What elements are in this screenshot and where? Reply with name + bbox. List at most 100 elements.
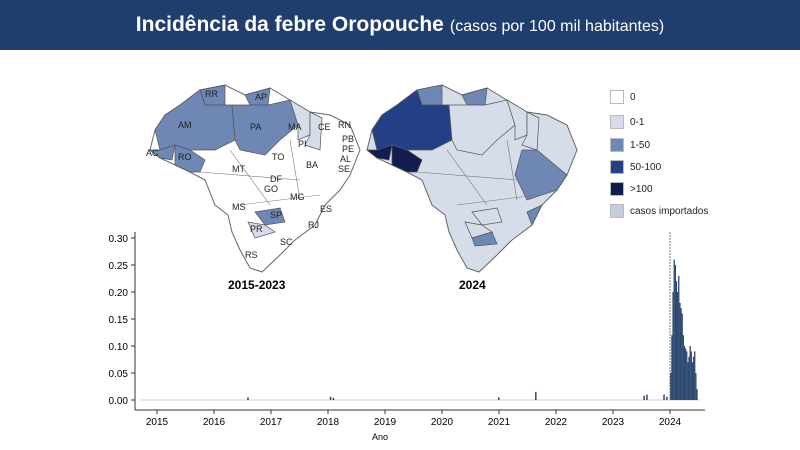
- state-label-MA: MA: [288, 122, 302, 132]
- y-tick-label: 0.15: [109, 315, 129, 326]
- state-border: [456, 194, 538, 206]
- y-tick-label: 0.05: [109, 369, 129, 380]
- state-label-GO: GO: [264, 184, 278, 194]
- state-label-MG: MG: [290, 192, 305, 202]
- x-tick-label: 2015: [146, 417, 169, 428]
- state-label-RO: RO: [178, 152, 192, 162]
- bar: [688, 356, 690, 400]
- bar: [694, 351, 696, 400]
- state-border: [239, 194, 321, 206]
- state-SP: [471, 207, 503, 226]
- state-PA: [448, 99, 516, 156]
- state-ES: [526, 204, 543, 226]
- state-label-SP: SP: [270, 210, 282, 220]
- legend-item: 0-1: [610, 115, 644, 129]
- x-tick-label: 2020: [431, 417, 454, 428]
- x-tick-label: 2022: [545, 417, 568, 428]
- x-tick-label: 2016: [203, 417, 226, 428]
- x-axis-label: Ano: [372, 432, 388, 442]
- state-label-RN: RN: [338, 120, 351, 130]
- state-label-AM: AM: [178, 120, 192, 130]
- bar: [689, 346, 691, 400]
- bar: [670, 373, 672, 400]
- title-bar: Incidência da febre Oropouche (casos por …: [0, 0, 800, 50]
- bar: [692, 356, 695, 400]
- legend-item: 50-100: [610, 160, 661, 174]
- state-border: [199, 171, 301, 181]
- bar: [686, 351, 688, 400]
- legend-item: >100: [610, 182, 653, 196]
- bar: [535, 391, 537, 400]
- bar: [646, 394, 648, 400]
- state-label-ES: ES: [320, 204, 332, 214]
- map-label-2015-2023: 2015-2023: [228, 278, 286, 292]
- x-tick-label: 2023: [602, 417, 625, 428]
- legend-item: 0: [610, 90, 636, 104]
- state-MA: [289, 99, 311, 141]
- state-label-PE: PE: [342, 144, 354, 154]
- state-border: [229, 149, 271, 206]
- state-AC: [366, 144, 393, 161]
- bar: [684, 348, 687, 400]
- state-border: [506, 139, 518, 201]
- bar: [680, 308, 682, 400]
- legend-item: casos importados: [610, 204, 708, 218]
- y-tick-label: 0.25: [109, 261, 129, 272]
- bar: [671, 335, 673, 400]
- state-label-CE: CE: [318, 122, 331, 132]
- state-AC: [149, 144, 176, 161]
- state-label-BA: BA: [306, 160, 318, 170]
- map-2015-2023: [149, 84, 361, 273]
- state-label-MS: MS: [232, 202, 246, 212]
- state-label-RS: RS: [245, 250, 258, 260]
- state-label-PA: PA: [250, 122, 261, 132]
- state-label-SC: SC: [280, 237, 293, 247]
- x-tick-label: 2021: [488, 417, 511, 428]
- x-tick-label: 2019: [374, 417, 397, 428]
- state-label-MT: MT: [232, 164, 245, 174]
- x-tick-label: 2017: [260, 417, 283, 428]
- bar: [676, 292, 679, 400]
- state-label-PB: PB: [342, 134, 354, 144]
- bar: [695, 373, 697, 400]
- bar: [247, 397, 249, 400]
- state-MA: [506, 99, 528, 141]
- state-SC: [471, 231, 498, 247]
- state-label-TO: TO: [272, 152, 284, 162]
- state-border: [289, 139, 301, 201]
- state-label-PR: PR: [250, 224, 263, 234]
- bar: [679, 302, 681, 400]
- bar: [675, 281, 678, 400]
- bar: [683, 346, 686, 400]
- state-SP: [254, 207, 286, 226]
- bar: [643, 395, 645, 400]
- state-AP: [461, 87, 488, 106]
- x-tick-label: 2024: [659, 417, 682, 428]
- map-label-2024: 2024: [459, 278, 486, 292]
- bar: [687, 362, 689, 400]
- y-tick-label: 0.30: [109, 234, 129, 245]
- state-border: [446, 149, 488, 206]
- bar: [674, 265, 676, 400]
- state-label-AP: AP: [255, 92, 267, 102]
- bar: [329, 396, 332, 400]
- y-tick-label: 0.00: [109, 396, 129, 407]
- bar: [678, 275, 680, 400]
- y-tick-label: 0.10: [109, 342, 129, 353]
- y-tick-label: 0.20: [109, 288, 129, 299]
- state-BA: [514, 149, 568, 201]
- bar: [690, 351, 692, 400]
- bar: [666, 396, 668, 400]
- state-PI: [521, 111, 540, 151]
- state-PR: [247, 221, 276, 239]
- x-tick-label: 2018: [317, 417, 340, 428]
- state-label-RR: RR: [205, 89, 218, 99]
- title: Incidência da febre Oropouche: [135, 13, 444, 36]
- bar: [696, 389, 698, 400]
- state-label-SE: SE: [338, 164, 350, 174]
- bar: [691, 362, 694, 400]
- state-label-RJ: RJ: [308, 220, 319, 230]
- state-label-PI: PI: [298, 139, 307, 149]
- map-2024: [366, 84, 578, 273]
